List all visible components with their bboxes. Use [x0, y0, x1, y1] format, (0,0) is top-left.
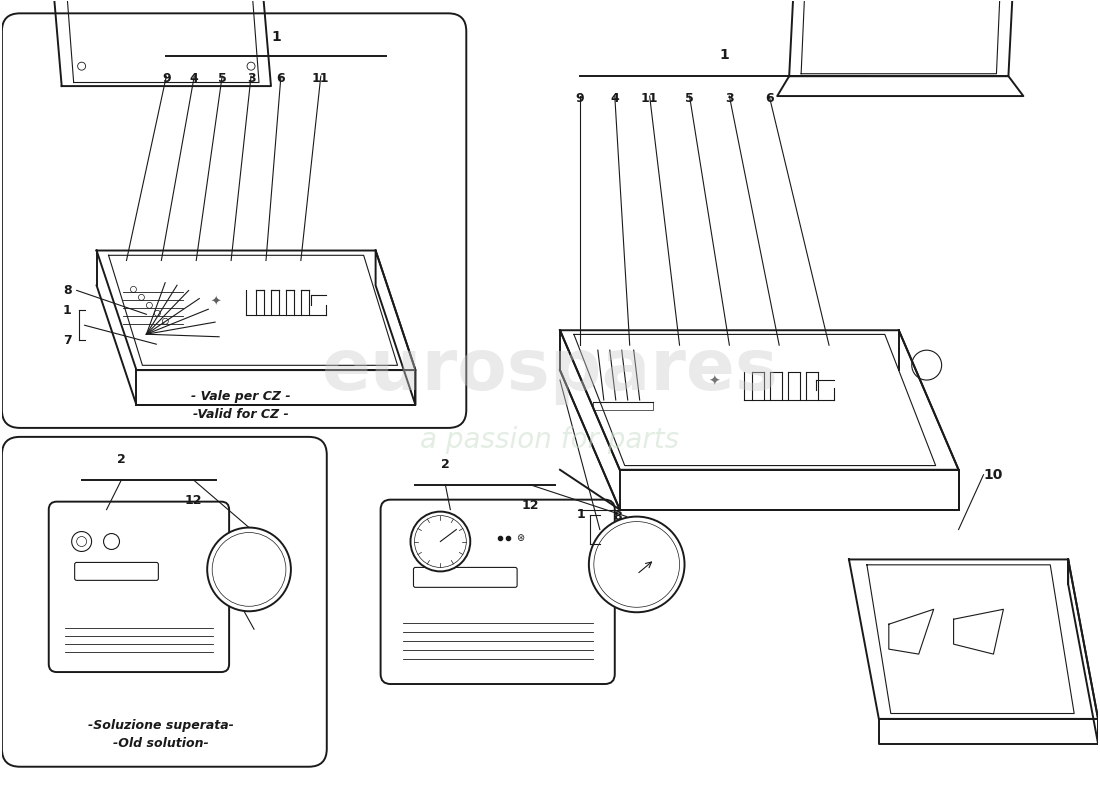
Circle shape: [410, 512, 471, 571]
Circle shape: [588, 517, 684, 612]
Text: - Vale per CZ -
-Valid for CZ -: - Vale per CZ - -Valid for CZ -: [191, 390, 290, 421]
Text: 8: 8: [63, 284, 72, 297]
Text: 4: 4: [190, 72, 199, 85]
Text: 5: 5: [685, 92, 694, 105]
Text: 12: 12: [521, 498, 539, 512]
Text: 1: 1: [63, 304, 72, 317]
Text: 3: 3: [246, 72, 255, 85]
Text: 9: 9: [575, 92, 584, 105]
Text: 4: 4: [610, 92, 619, 105]
Text: 7: 7: [63, 334, 72, 346]
FancyBboxPatch shape: [381, 500, 615, 684]
Text: 6: 6: [276, 72, 285, 85]
Text: 1: 1: [576, 508, 585, 521]
Text: -Soluzione superata-
-Old solution-: -Soluzione superata- -Old solution-: [88, 719, 234, 750]
Text: 11: 11: [641, 92, 659, 105]
FancyBboxPatch shape: [414, 567, 517, 587]
Bar: [593, 402, 652, 410]
FancyBboxPatch shape: [2, 437, 327, 766]
Text: 2: 2: [117, 453, 125, 466]
Text: 11: 11: [312, 72, 330, 85]
Text: 8: 8: [614, 510, 623, 522]
Text: ⊛: ⊛: [516, 533, 525, 542]
Text: 3: 3: [725, 92, 734, 105]
Text: ✦: ✦: [708, 375, 720, 389]
Text: 1: 1: [271, 30, 281, 44]
Circle shape: [207, 527, 290, 611]
Text: a passion for parts: a passion for parts: [420, 426, 680, 454]
Text: eurospares: eurospares: [321, 336, 779, 405]
Text: 2: 2: [441, 458, 450, 470]
Text: ✦: ✦: [211, 296, 221, 309]
Text: 9: 9: [162, 72, 170, 85]
FancyBboxPatch shape: [75, 562, 158, 580]
Text: 12: 12: [185, 494, 202, 506]
FancyBboxPatch shape: [48, 502, 229, 672]
Text: 5: 5: [218, 72, 227, 85]
FancyBboxPatch shape: [2, 14, 466, 428]
Text: 1: 1: [719, 48, 729, 62]
Text: 6: 6: [764, 92, 773, 105]
Text: 10: 10: [983, 468, 1003, 482]
